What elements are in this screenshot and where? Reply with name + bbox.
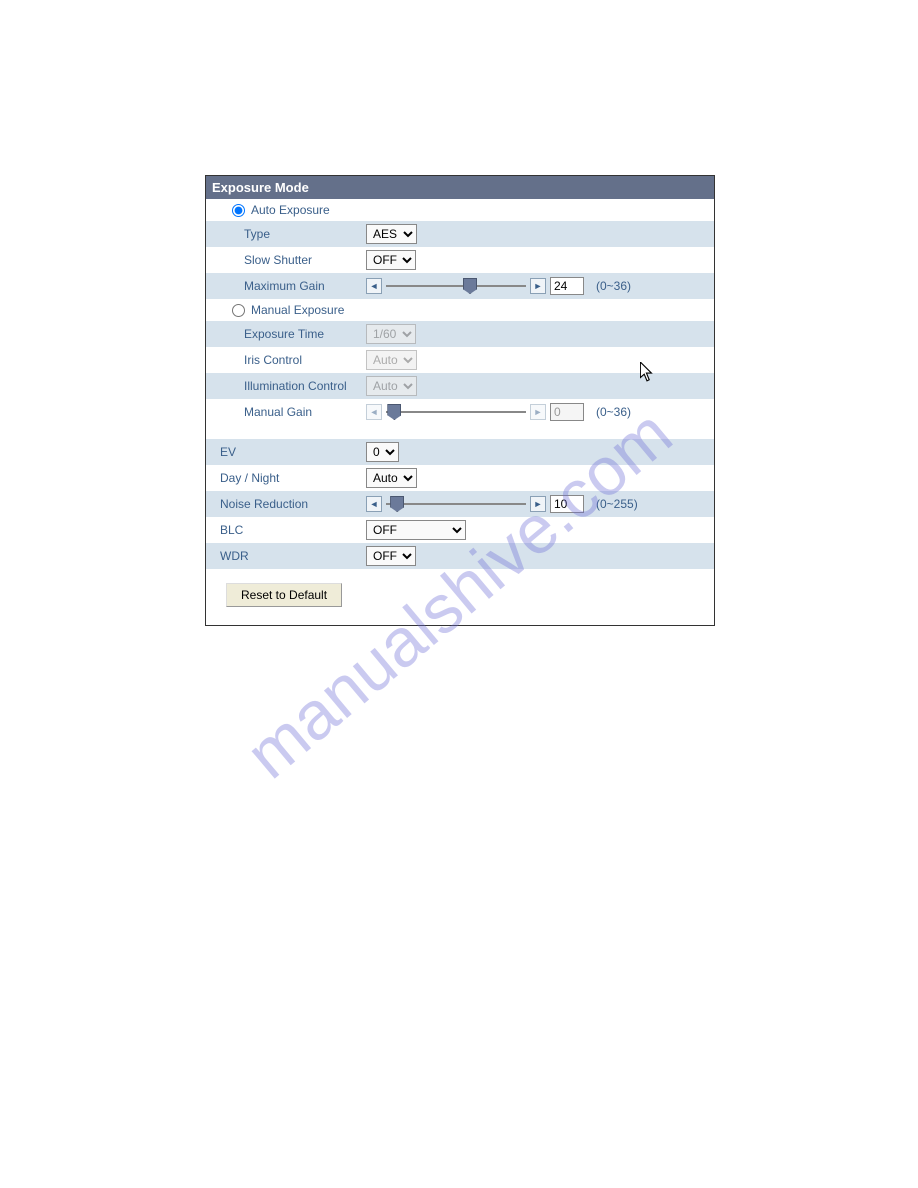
max-gain-decrease-button[interactable]: ◄	[366, 278, 382, 294]
noise-reduction-decrease-button[interactable]: ◄	[366, 496, 382, 512]
noise-reduction-input[interactable]	[550, 495, 584, 513]
type-row: Type AES	[206, 221, 714, 247]
noise-reduction-label: Noise Reduction	[220, 497, 366, 511]
noise-reduction-increase-button[interactable]: ►	[530, 496, 546, 512]
spacer	[206, 425, 714, 439]
max-gain-slider: ◄ ► (0~36)	[366, 277, 631, 295]
blc-select[interactable]: OFF	[366, 520, 466, 540]
manual-gain-thumb[interactable]	[387, 404, 401, 420]
illumination-select[interactable]: Auto	[366, 376, 417, 396]
max-gain-track[interactable]	[386, 278, 526, 294]
noise-reduction-range: (0~255)	[596, 497, 638, 511]
manual-exposure-label: Manual Exposure	[251, 303, 344, 317]
panel-title: Exposure Mode	[206, 176, 714, 199]
slow-shutter-label: Slow Shutter	[232, 253, 366, 267]
day-night-row: Day / Night Auto	[206, 465, 714, 491]
max-gain-track-line	[386, 285, 526, 287]
triangle-left-icon: ◄	[370, 499, 379, 509]
iris-control-select[interactable]: Auto	[366, 350, 417, 370]
triangle-left-icon: ◄	[370, 407, 379, 417]
max-gain-range: (0~36)	[596, 279, 631, 293]
exposure-time-row: Exposure Time 1/60	[206, 321, 714, 347]
reset-wrap: Reset to Default	[206, 569, 714, 607]
wdr-select[interactable]: OFF	[366, 546, 416, 566]
max-gain-thumb[interactable]	[463, 278, 477, 294]
triangle-right-icon: ►	[534, 407, 543, 417]
auto-exposure-label: Auto Exposure	[251, 203, 330, 217]
slow-shutter-row: Slow Shutter OFF	[206, 247, 714, 273]
triangle-right-icon: ►	[534, 499, 543, 509]
manual-gain-track-line	[386, 411, 526, 413]
slow-shutter-select[interactable]: OFF	[366, 250, 416, 270]
noise-reduction-row: Noise Reduction ◄ ► (0~255)	[206, 491, 714, 517]
type-label: Type	[232, 227, 366, 241]
type-select[interactable]: AES	[366, 224, 417, 244]
manual-gain-row: Manual Gain ◄ ► (0~36)	[206, 399, 714, 425]
manual-gain-input[interactable]	[550, 403, 584, 421]
noise-reduction-track-line	[386, 503, 526, 505]
wdr-row: WDR OFF	[206, 543, 714, 569]
blc-label: BLC	[220, 523, 366, 537]
max-gain-label: Maximum Gain	[232, 279, 366, 293]
manual-gain-decrease-button[interactable]: ◄	[366, 404, 382, 420]
manual-gain-slider: ◄ ► (0~36)	[366, 403, 631, 421]
panel-content: Auto Exposure Type AES Slow Shutter OFF …	[206, 199, 714, 625]
manual-gain-label: Manual Gain	[232, 405, 366, 419]
manual-gain-track[interactable]	[386, 404, 526, 420]
exposure-time-label: Exposure Time	[232, 327, 366, 341]
exposure-mode-panel: Exposure Mode Auto Exposure Type AES Slo…	[205, 175, 715, 626]
day-night-label: Day / Night	[220, 471, 366, 485]
triangle-left-icon: ◄	[370, 281, 379, 291]
noise-reduction-track[interactable]	[386, 496, 526, 512]
noise-reduction-thumb[interactable]	[390, 496, 404, 512]
lower-settings: EV 0 Day / Night Auto Noise Reduction ◄	[206, 439, 714, 569]
iris-control-row: Iris Control Auto	[206, 347, 714, 373]
ev-label: EV	[220, 445, 366, 459]
illumination-row: Illumination Control Auto	[206, 373, 714, 399]
reset-to-default-button[interactable]: Reset to Default	[226, 583, 342, 607]
exposure-time-select[interactable]: 1/60	[366, 324, 416, 344]
max-gain-input[interactable]	[550, 277, 584, 295]
auto-exposure-radio[interactable]	[232, 204, 245, 217]
manual-gain-range: (0~36)	[596, 405, 631, 419]
wdr-label: WDR	[220, 549, 366, 563]
max-gain-increase-button[interactable]: ►	[530, 278, 546, 294]
ev-row: EV 0	[206, 439, 714, 465]
blc-row: BLC OFF	[206, 517, 714, 543]
manual-gain-increase-button[interactable]: ►	[530, 404, 546, 420]
auto-exposure-radio-row: Auto Exposure	[206, 199, 714, 221]
max-gain-row: Maximum Gain ◄ ► (0~36)	[206, 273, 714, 299]
manual-exposure-radio-row: Manual Exposure	[206, 299, 714, 321]
day-night-select[interactable]: Auto	[366, 468, 417, 488]
illumination-label: Illumination Control	[232, 379, 366, 393]
ev-select[interactable]: 0	[366, 442, 399, 462]
noise-reduction-slider: ◄ ► (0~255)	[366, 495, 638, 513]
iris-control-label: Iris Control	[232, 353, 366, 367]
manual-exposure-radio[interactable]	[232, 304, 245, 317]
triangle-right-icon: ►	[534, 281, 543, 291]
